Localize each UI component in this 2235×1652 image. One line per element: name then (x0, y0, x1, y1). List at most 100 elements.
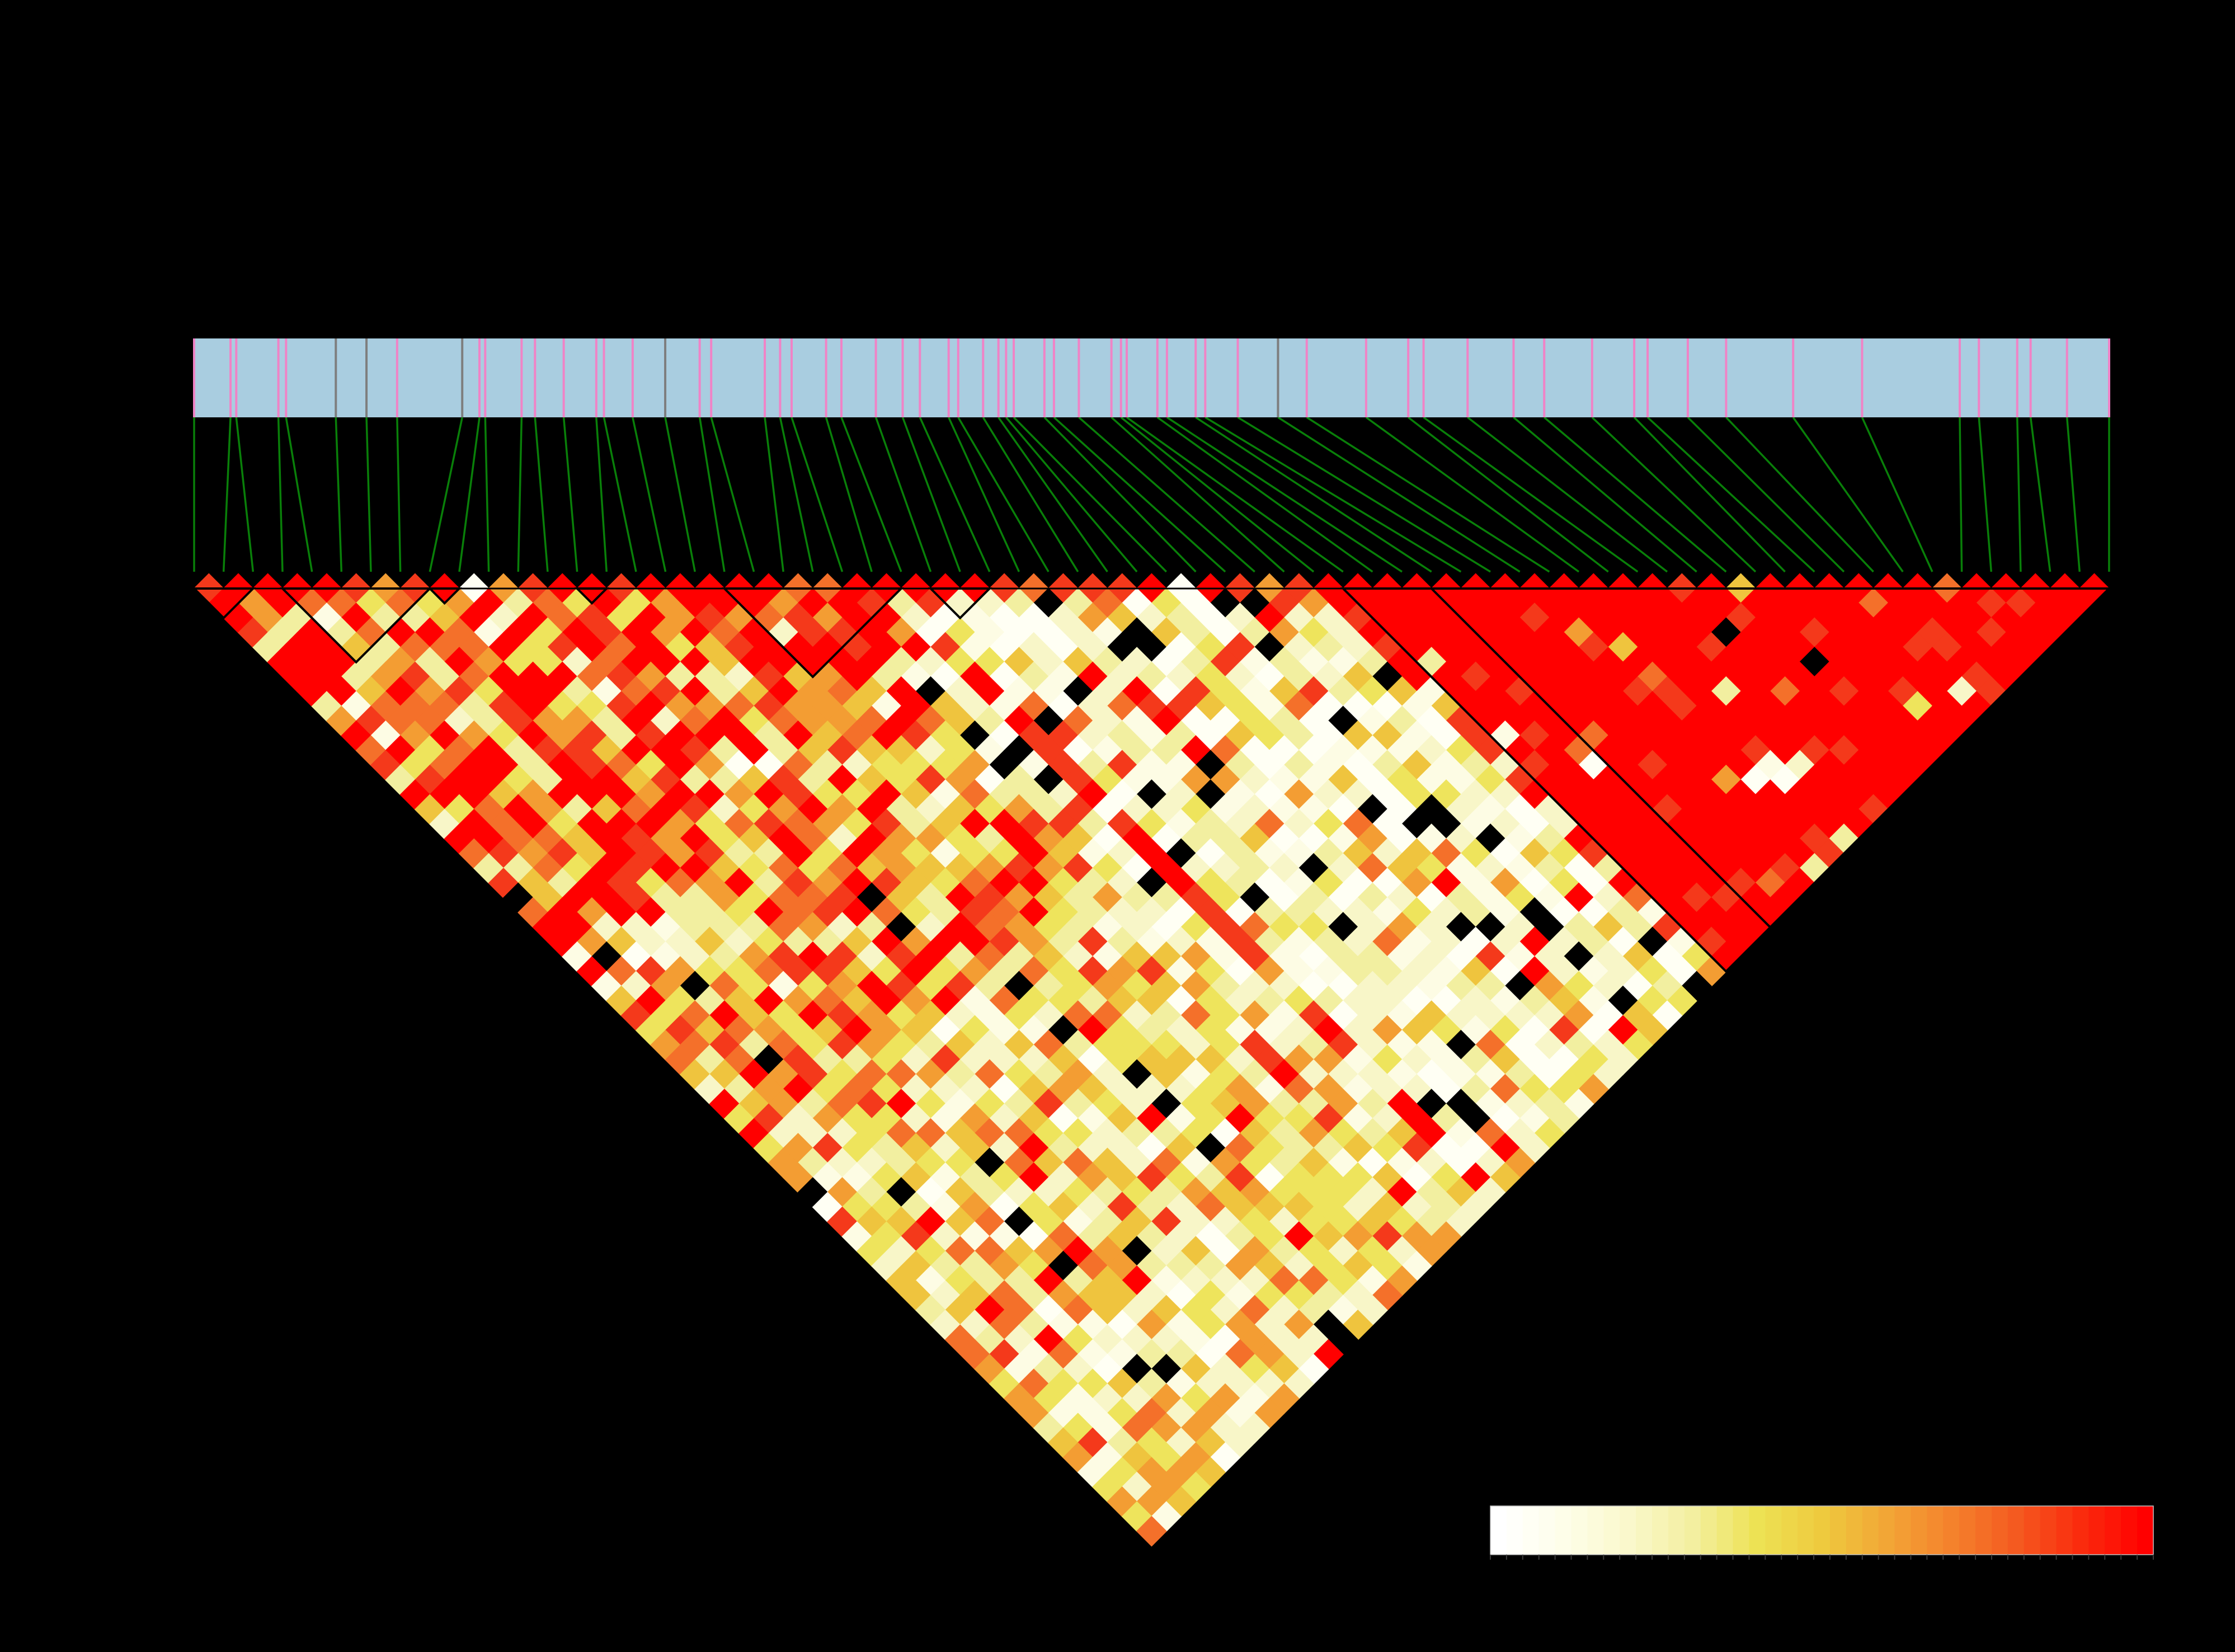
legend-gradient-segment (1894, 1506, 1912, 1555)
connector-line (664, 417, 696, 572)
connector-line (458, 417, 481, 572)
legend-gradient-segment (2121, 1506, 2138, 1555)
connector-line (1687, 416, 1845, 573)
connector-line (948, 417, 1020, 572)
legend-border (1490, 1505, 2154, 1555)
connector-line (484, 417, 490, 572)
legend-gradient-segment (1716, 1506, 1734, 1555)
legend-gradient-segment (1765, 1506, 1782, 1555)
legend-gradient-segment (1652, 1506, 1669, 1555)
connector-line (1633, 416, 1786, 573)
marker-connector-lines (193, 416, 2110, 573)
connector-line (1467, 416, 1668, 573)
connector-line (365, 417, 372, 572)
legend-gradient-segment (1927, 1506, 1944, 1555)
haplotype-block-outline (191, 587, 256, 620)
connector-line (517, 417, 523, 572)
connector-line (1237, 416, 1491, 573)
legend-gradient-segment (1506, 1506, 1523, 1555)
connector-line (982, 417, 1079, 572)
connector-line (1306, 416, 1550, 573)
connector-line (1111, 416, 1285, 573)
legend-gradient-segment (1700, 1506, 1718, 1555)
connector-line (919, 417, 991, 572)
connector-line (235, 417, 255, 572)
legend-gradient-segment (2072, 1506, 2089, 1555)
haplotype-block-outline (722, 587, 904, 679)
connector-line (603, 417, 637, 572)
legend-gradient-segment (2007, 1506, 2025, 1555)
connector-line (1126, 416, 1344, 573)
haplotype-block-outline (574, 587, 610, 605)
haplotype-block-outline (427, 587, 462, 605)
legend-gradient-segment (2056, 1506, 2073, 1555)
connector-line (1156, 416, 1373, 573)
connector-line (1423, 416, 1639, 573)
genomic-region-bar-group (193, 338, 2110, 417)
legend-gradient-segment (1620, 1506, 1636, 1555)
connector-line (698, 417, 726, 572)
connector-line (1792, 416, 1904, 573)
haplotype-block-outline (928, 587, 992, 620)
haplotype-block-outline (1428, 587, 2112, 929)
connector-line (1166, 416, 1403, 573)
connector-line (764, 417, 784, 572)
connector-line (1544, 416, 1727, 573)
legend-gradient-segment (1668, 1506, 1685, 1555)
haplotype-block-outlines (191, 587, 2112, 973)
connector-line (1078, 416, 1255, 573)
marker-position-ticks (193, 338, 2110, 417)
legend-gradient-segment (2040, 1506, 2057, 1555)
connector-line (1005, 416, 1138, 573)
connector-line (562, 417, 578, 572)
connector-line (429, 417, 463, 572)
legend-gradient-segment (1490, 1506, 1507, 1555)
connector-line (791, 417, 844, 572)
legend-gradient-segment (1829, 1506, 1847, 1555)
legend-gradient-segment (1636, 1506, 1653, 1555)
connector-line (901, 417, 961, 572)
color-scale-legend (1490, 1505, 2154, 1560)
legend-gradient-segment (1878, 1506, 1895, 1555)
connector-line (710, 417, 755, 572)
legend-gradient-segment (1798, 1506, 1814, 1555)
connector-line (1053, 416, 1226, 573)
legend-gradient-segment (2024, 1506, 2041, 1555)
connector-line (840, 417, 902, 572)
genomic-region-bar (194, 338, 2109, 417)
connector-line (2029, 417, 2052, 572)
connector-line (1195, 416, 1432, 573)
legend-gradient-segment (1749, 1506, 1766, 1555)
connector-line (1277, 416, 1521, 573)
connector-line (222, 417, 232, 572)
legend-gradient-segment (1587, 1506, 1604, 1555)
connector-line (874, 417, 932, 572)
legend-gradient-segment (1684, 1506, 1701, 1555)
connector-line (1959, 417, 1963, 572)
connector-line (1120, 416, 1315, 573)
connector-line (1591, 416, 1757, 573)
legend-gradient-segment (1862, 1506, 1879, 1555)
connector-line (1513, 416, 1697, 573)
connector-line (534, 417, 549, 572)
legend-gradient-segment (1814, 1506, 1831, 1555)
connector-line (2016, 417, 2022, 572)
legend-gradient-segment (2088, 1506, 2105, 1555)
connector-line (1725, 416, 1874, 573)
ld-cell (1136, 1515, 1167, 1547)
legend-gradient-segment (1911, 1506, 1927, 1555)
connector-line (396, 417, 402, 572)
legend-gradient-segment (1555, 1506, 1572, 1555)
legend-gradient-segment (2137, 1506, 2154, 1555)
connector-line (1043, 416, 1197, 573)
legend-gradient-segment (1959, 1506, 1976, 1555)
connector-line (1978, 417, 1993, 572)
connector-line (997, 416, 1108, 573)
connector-line (632, 417, 667, 572)
connector-line (1861, 417, 1933, 572)
connector-line (335, 417, 343, 572)
connector-line (277, 417, 284, 572)
legend-gradient-segment (1733, 1506, 1750, 1555)
